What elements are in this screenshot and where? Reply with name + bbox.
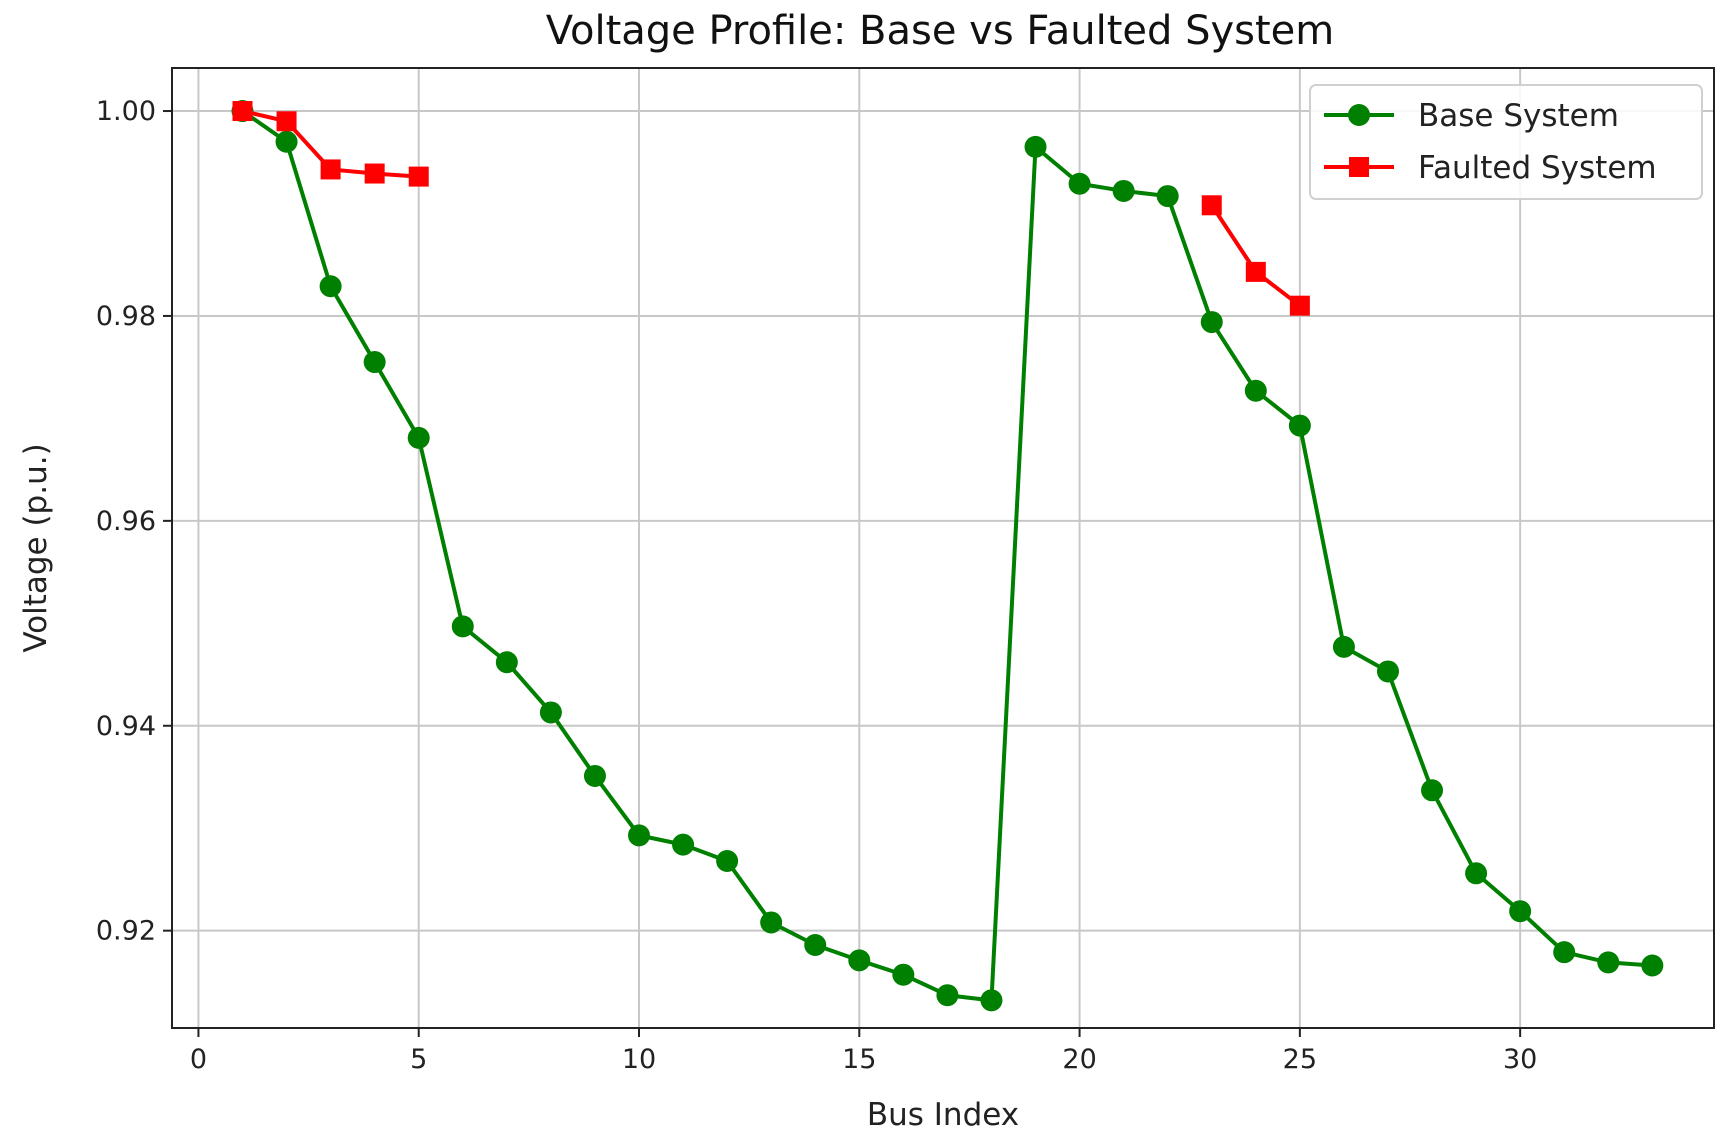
data-point-1-1-2: [1289, 295, 1310, 316]
legend-swatch-marker-0: [1348, 104, 1370, 126]
x-axis-label: Bus Index: [867, 1097, 1019, 1133]
data-point-0-0-10: [672, 833, 695, 856]
x-tick-label-2: 10: [622, 1044, 656, 1075]
series-base-system: [231, 100, 1664, 1012]
y-tick-label-0: 0.92: [96, 916, 156, 947]
data-point-1-0-1: [276, 111, 297, 132]
data-point-0-0-6: [495, 651, 518, 674]
data-point-0-0-9: [628, 824, 651, 847]
chart-title: Voltage Profile: Base vs Faulted System: [546, 8, 1335, 54]
data-point-0-0-17: [980, 989, 1003, 1012]
legend: Base System Faulted System: [1309, 84, 1703, 200]
plot-frame: [171, 67, 1715, 1029]
data-point-0-0-1: [275, 130, 298, 153]
data-point-0-0-23: [1244, 379, 1267, 402]
data-point-1-0-4: [408, 166, 429, 187]
data-point-0-0-25: [1332, 635, 1355, 658]
data-point-0-0-31: [1597, 951, 1620, 974]
y-tick-label-3: 0.98: [96, 301, 156, 332]
data-point-0-0-20: [1112, 179, 1135, 202]
data-point-0-0-15: [892, 963, 915, 986]
data-point-0-0-7: [539, 701, 562, 724]
data-point-0-0-18: [1024, 135, 1047, 158]
x-tick-label-0: 0: [190, 1044, 207, 1075]
data-point-0-0-30: [1553, 941, 1576, 964]
data-point-0-0-4: [407, 426, 430, 449]
data-point-0-0-2: [319, 275, 342, 298]
data-point-0-0-27: [1421, 779, 1444, 802]
data-point-0-0-12: [760, 911, 783, 934]
data-point-0-0-8: [583, 764, 606, 787]
data-point-0-0-3: [363, 351, 386, 374]
grid-layer: [172, 68, 1714, 1028]
legend-label-1: Faulted System: [1418, 150, 1657, 186]
y-tick-label-1: 0.94: [96, 711, 156, 742]
x-tick-label-4: 20: [1062, 1044, 1096, 1075]
data-point-0-0-13: [804, 934, 827, 957]
data-point-1-1-0: [1201, 195, 1222, 216]
tick-layer: 0 5 10 15 20 25 30 0.92 0.94 0.96 0.98 1.00: [96, 96, 1537, 1075]
data-point-0-0-11: [716, 849, 739, 872]
data-point-1-0-0: [232, 101, 253, 122]
legend-label-0: Base System: [1418, 98, 1619, 134]
data-point-0-0-16: [936, 984, 959, 1007]
data-point-0-0-22: [1200, 311, 1223, 334]
series-layer: [231, 100, 1664, 1012]
data-point-0-0-5: [451, 615, 474, 638]
y-tick-label-2: 0.96: [96, 506, 156, 537]
data-point-0-0-24: [1288, 414, 1311, 437]
y-axis-label: Voltage (p.u.): [18, 443, 54, 652]
legend-swatch-marker-1: [1349, 157, 1369, 177]
x-tick-label-5: 25: [1283, 1044, 1317, 1075]
data-point-0-0-29: [1509, 900, 1532, 923]
data-point-0-0-28: [1465, 862, 1488, 885]
series-faulted-system: [232, 101, 1310, 316]
y-tick-label-4: 1.00: [96, 96, 156, 127]
x-tick-label-3: 15: [842, 1044, 876, 1075]
x-tick-label-6: 30: [1503, 1044, 1537, 1075]
data-point-1-1-1: [1245, 261, 1266, 282]
data-point-0-0-21: [1156, 185, 1179, 208]
data-point-0-0-14: [848, 949, 871, 972]
data-point-0-0-32: [1641, 954, 1664, 977]
legend-box: [1309, 84, 1703, 200]
x-tick-label-1: 5: [410, 1044, 427, 1075]
data-point-0-0-26: [1376, 660, 1399, 683]
data-point-1-0-2: [320, 159, 341, 180]
data-point-0-0-19: [1068, 172, 1091, 195]
data-point-1-0-3: [364, 163, 385, 184]
